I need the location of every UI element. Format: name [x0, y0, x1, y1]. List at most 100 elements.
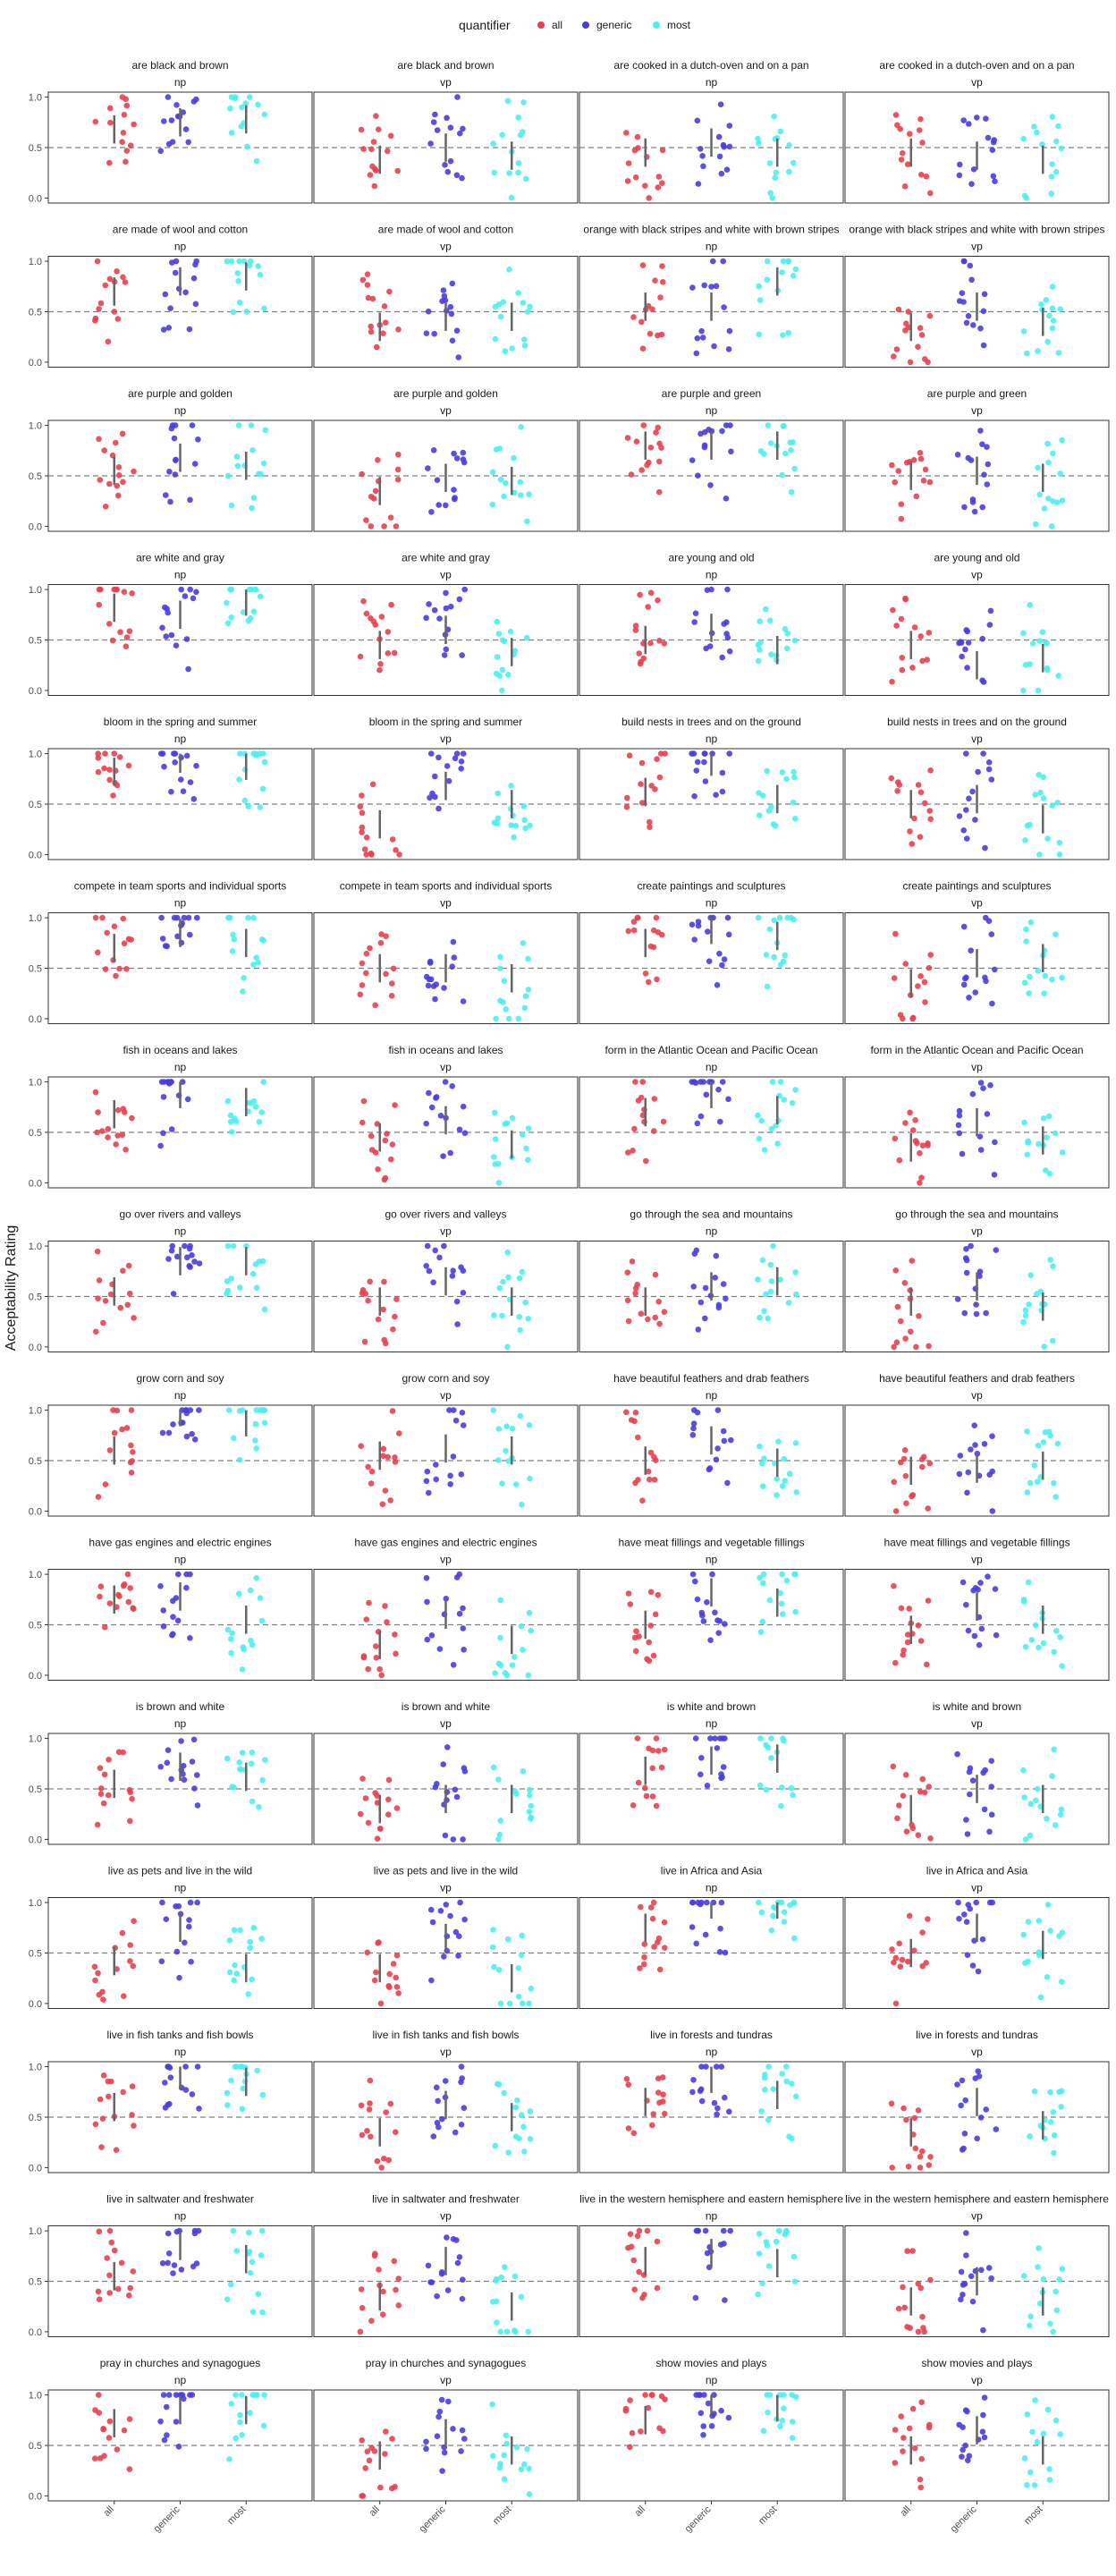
data-point-most	[519, 1268, 526, 1275]
data-point-most	[503, 2432, 510, 2439]
y-tick-label: 1.0	[29, 1406, 42, 1417]
data-point-generic	[692, 1578, 698, 1585]
data-point-all	[393, 1296, 400, 1302]
data-point-all	[649, 1793, 656, 1800]
data-point-generic	[695, 1899, 701, 1906]
data-point-generic	[723, 166, 731, 173]
data-point-most	[1050, 318, 1057, 324]
x-tick-label: most	[225, 2504, 248, 2527]
data-point-all	[121, 1993, 127, 1999]
data-point-generic	[423, 1574, 430, 1581]
data-point-generic	[718, 2063, 724, 2070]
data-point-generic	[724, 914, 731, 921]
data-point-generic	[721, 143, 727, 150]
data-point-generic	[458, 2122, 465, 2128]
data-point-most	[520, 2123, 527, 2131]
data-point-all	[921, 2328, 927, 2335]
data-point-most	[261, 758, 268, 766]
data-point-most	[491, 1312, 497, 1318]
data-point-all	[120, 274, 126, 281]
data-point-generic	[965, 1627, 972, 1634]
data-point-all	[372, 1002, 379, 1009]
data-point-generic	[968, 276, 975, 284]
data-point-all	[645, 2404, 652, 2411]
data-point-generic	[956, 1107, 963, 1114]
data-point-generic	[460, 1625, 467, 1631]
data-point-all	[368, 1132, 375, 1140]
data-point-all	[373, 1643, 379, 1649]
data-point-all	[889, 1946, 895, 1953]
data-point-all	[898, 1318, 904, 1325]
data-point-all	[649, 1915, 656, 1922]
data-point-all	[110, 792, 116, 799]
data-point-most	[1027, 821, 1033, 828]
data-point-all	[912, 1138, 919, 1144]
data-point-most	[502, 348, 509, 354]
panel-title: are black and brown	[397, 59, 494, 72]
data-point-most	[521, 336, 528, 343]
data-point-most	[522, 175, 529, 182]
data-point-generic	[955, 1899, 961, 1906]
panel-subtitle: np	[174, 241, 187, 253]
data-point-most	[758, 1909, 765, 1916]
data-point-most	[521, 343, 528, 349]
x-tick-label: all	[368, 2504, 382, 2519]
y-tick-label: 0.5	[29, 1292, 42, 1303]
data-point-all	[123, 1425, 131, 1431]
data-point-all	[367, 2100, 373, 2106]
data-point-generic	[707, 1735, 714, 1741]
data-point-all	[389, 1141, 396, 1148]
data-point-generic	[698, 2063, 705, 2070]
data-point-most	[1054, 1440, 1061, 1447]
data-point-generic	[704, 1599, 710, 1606]
data-point-generic	[712, 1609, 718, 1616]
panel-title: grow corn and soy	[136, 1372, 224, 1385]
data-point-all	[119, 430, 126, 437]
panel-subtitle: np	[174, 404, 187, 417]
data-point-all	[637, 591, 643, 598]
data-point-most	[1044, 1974, 1051, 1980]
data-point-most	[779, 471, 786, 479]
data-point-most	[1047, 2119, 1054, 2125]
data-point-generic	[980, 679, 987, 685]
data-point-all	[122, 279, 129, 285]
data-point-most	[767, 1288, 774, 1295]
panel-title: form in the Atlantic Ocean and Pacific O…	[604, 1044, 817, 1056]
data-point-most	[755, 1276, 761, 1283]
data-point-all	[383, 970, 389, 978]
data-point-most	[782, 1478, 788, 1484]
data-point-generic	[719, 654, 725, 661]
data-point-all	[635, 1434, 641, 1441]
data-point-generic	[440, 287, 447, 293]
data-point-generic	[956, 640, 962, 647]
data-point-all	[651, 1477, 658, 1483]
data-point-all	[632, 174, 639, 181]
data-point-most	[770, 2086, 777, 2092]
data-point-most	[506, 267, 512, 273]
data-point-all	[926, 2424, 933, 2431]
data-point-generic	[194, 1802, 201, 1809]
data-point-all	[909, 1127, 917, 1133]
data-point-most	[1022, 1643, 1029, 1650]
data-point-most	[496, 673, 503, 679]
data-point-most	[776, 914, 783, 921]
data-point-generic	[196, 1407, 202, 1413]
data-point-generic	[714, 2105, 721, 2112]
legend-swatch-generic	[582, 21, 589, 29]
data-point-most	[1040, 795, 1047, 801]
data-point-generic	[691, 792, 698, 800]
data-point-all	[647, 589, 655, 597]
panel-subtitle: np	[174, 1389, 187, 1402]
data-point-generic	[992, 1586, 999, 1592]
data-point-generic	[183, 636, 190, 642]
data-point-most	[759, 1257, 766, 1264]
panel-title: is white and brown	[667, 1700, 756, 1713]
data-point-all	[96, 586, 103, 593]
data-point-all	[625, 1590, 632, 1597]
data-point-generic	[456, 596, 463, 603]
data-point-generic	[987, 607, 994, 614]
data-point-most	[231, 936, 238, 943]
data-point-all	[125, 1262, 132, 1269]
